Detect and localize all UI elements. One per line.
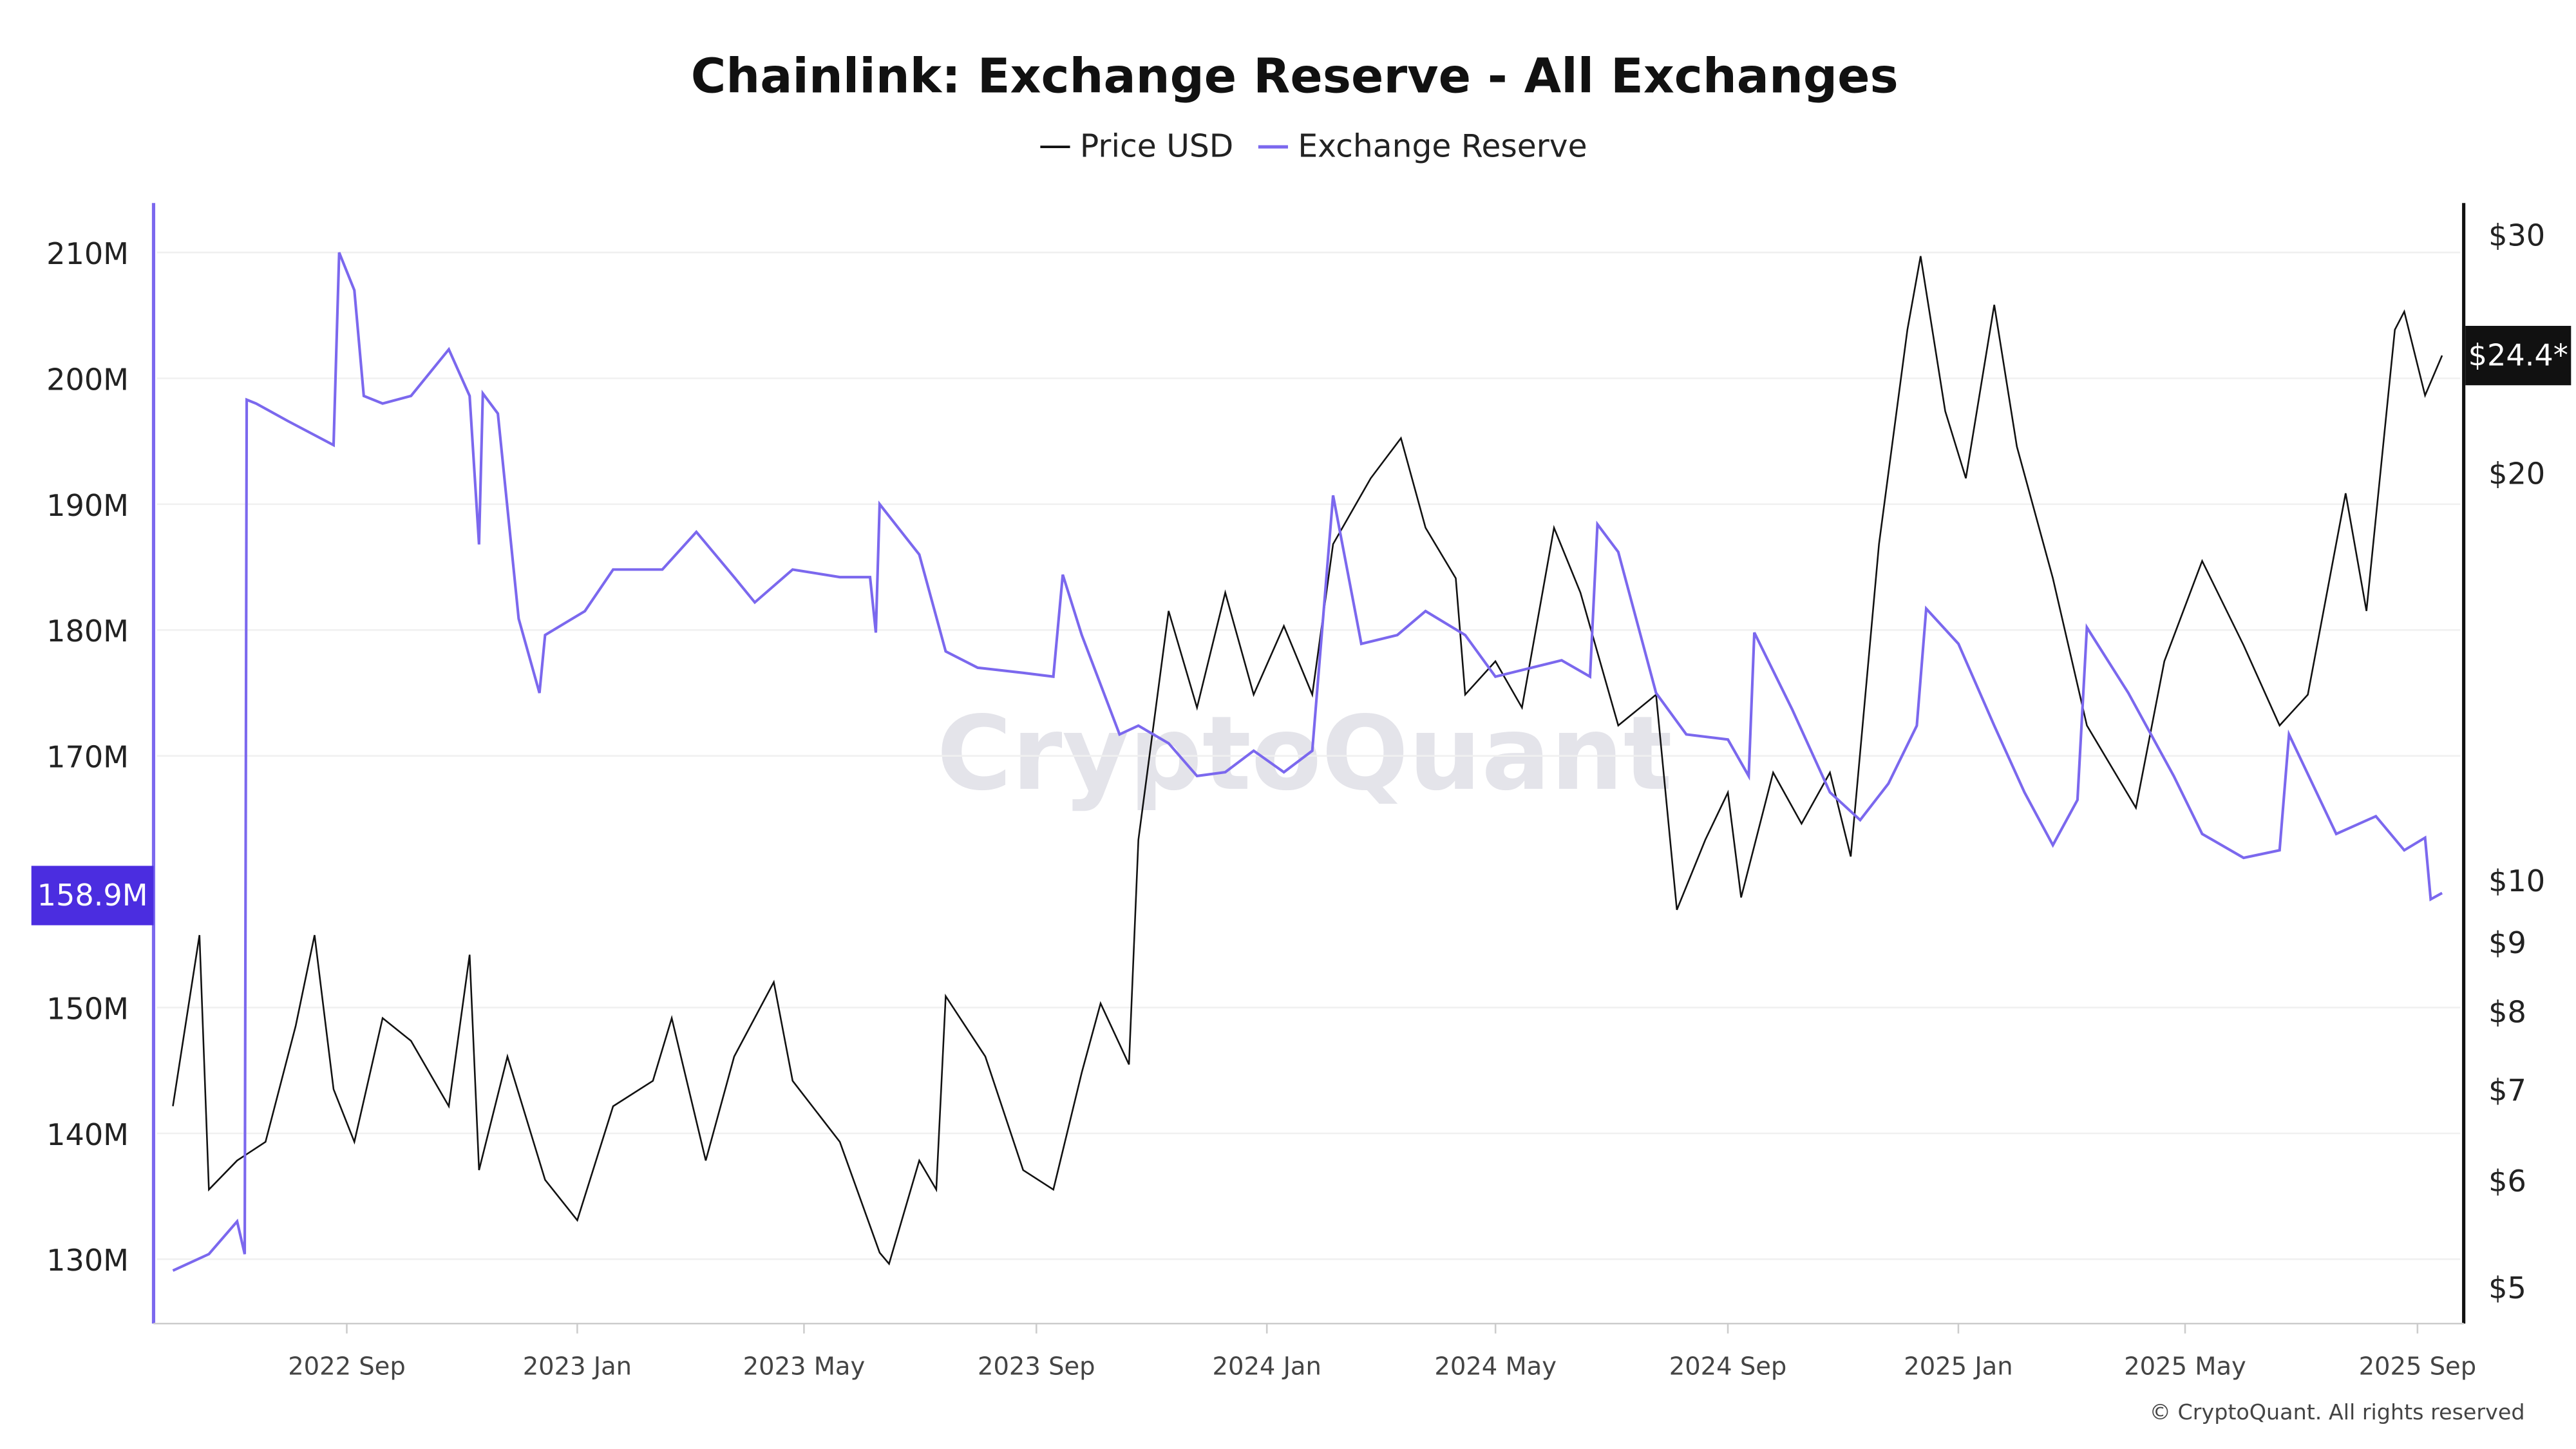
current-reserve-badge-bg [31,866,154,925]
current-price-badge: $24.4* [2465,325,2571,386]
x-tick: 2022 Sep [288,1352,406,1381]
right-y-tick: $20 [2488,456,2545,491]
left-y-ticks: 210M 200M 190M 180M 170M 150M 140M 130M [46,236,129,1278]
right-y-tick: $10 [2488,864,2545,898]
x-tick: 2025 Jan [1904,1352,2012,1381]
exchange-reserve-line [172,252,2443,1272]
gridlines [156,251,2461,1260]
right-y-tick: $6 [2488,1164,2526,1198]
right-y-tick: $30 [2488,218,2545,253]
left-y-tick: 200M [46,362,129,397]
price-usd-line [172,256,2443,1266]
current-price-badge-bg [2465,325,2571,386]
x-tick: 2023 Jan [523,1352,632,1381]
chart-title: Chainlink: Exchange Reserve - All Exchan… [691,48,1899,104]
x-tick: 2023 Sep [978,1352,1095,1381]
watermark: CryptoQuant [936,694,1672,813]
x-tick: 2025 Sep [2359,1352,2477,1381]
x-tick: 2024 Jan [1213,1352,1321,1381]
current-reserve-label: 158.9M [37,878,148,913]
right-y-ticks: $30 $20 $10 $9 $8 $7 $6 $5 [2488,218,2545,1306]
left-y-tick: 170M [46,740,129,775]
left-y-tick: 180M [46,614,129,649]
left-y-tick: 140M [46,1117,129,1152]
right-y-tick: $9 [2488,925,2526,960]
right-y-tick: $5 [2488,1271,2526,1305]
right-y-tick: $7 [2488,1073,2526,1108]
legend-price[interactable]: Price USD [1080,128,1233,164]
left-y-tick: 150M [46,991,129,1026]
legend-reserve[interactable]: Exchange Reserve [1298,128,1587,164]
copyright: © CryptoQuant. All rights reserved [2150,1399,2525,1425]
legend: Price USD Exchange Reserve [1040,128,1587,164]
current-price-label: $24.4* [2468,338,2568,373]
left-y-tick: 210M [46,236,129,271]
x-tick: 2024 Sep [1669,1352,1787,1381]
current-reserve-badge: 158.9M [31,866,154,925]
left-y-tick: 130M [46,1243,129,1278]
right-y-tick: $8 [2488,994,2526,1029]
x-tick: 2025 May [2124,1352,2246,1381]
left-y-tick: 190M [46,488,129,523]
x-ticks: 2022 Sep 2023 Jan 2023 May 2023 Sep 2024 Jan… [288,1323,2476,1381]
x-tick: 2023 May [743,1352,866,1381]
x-tick: 2024 May [1434,1352,1557,1381]
